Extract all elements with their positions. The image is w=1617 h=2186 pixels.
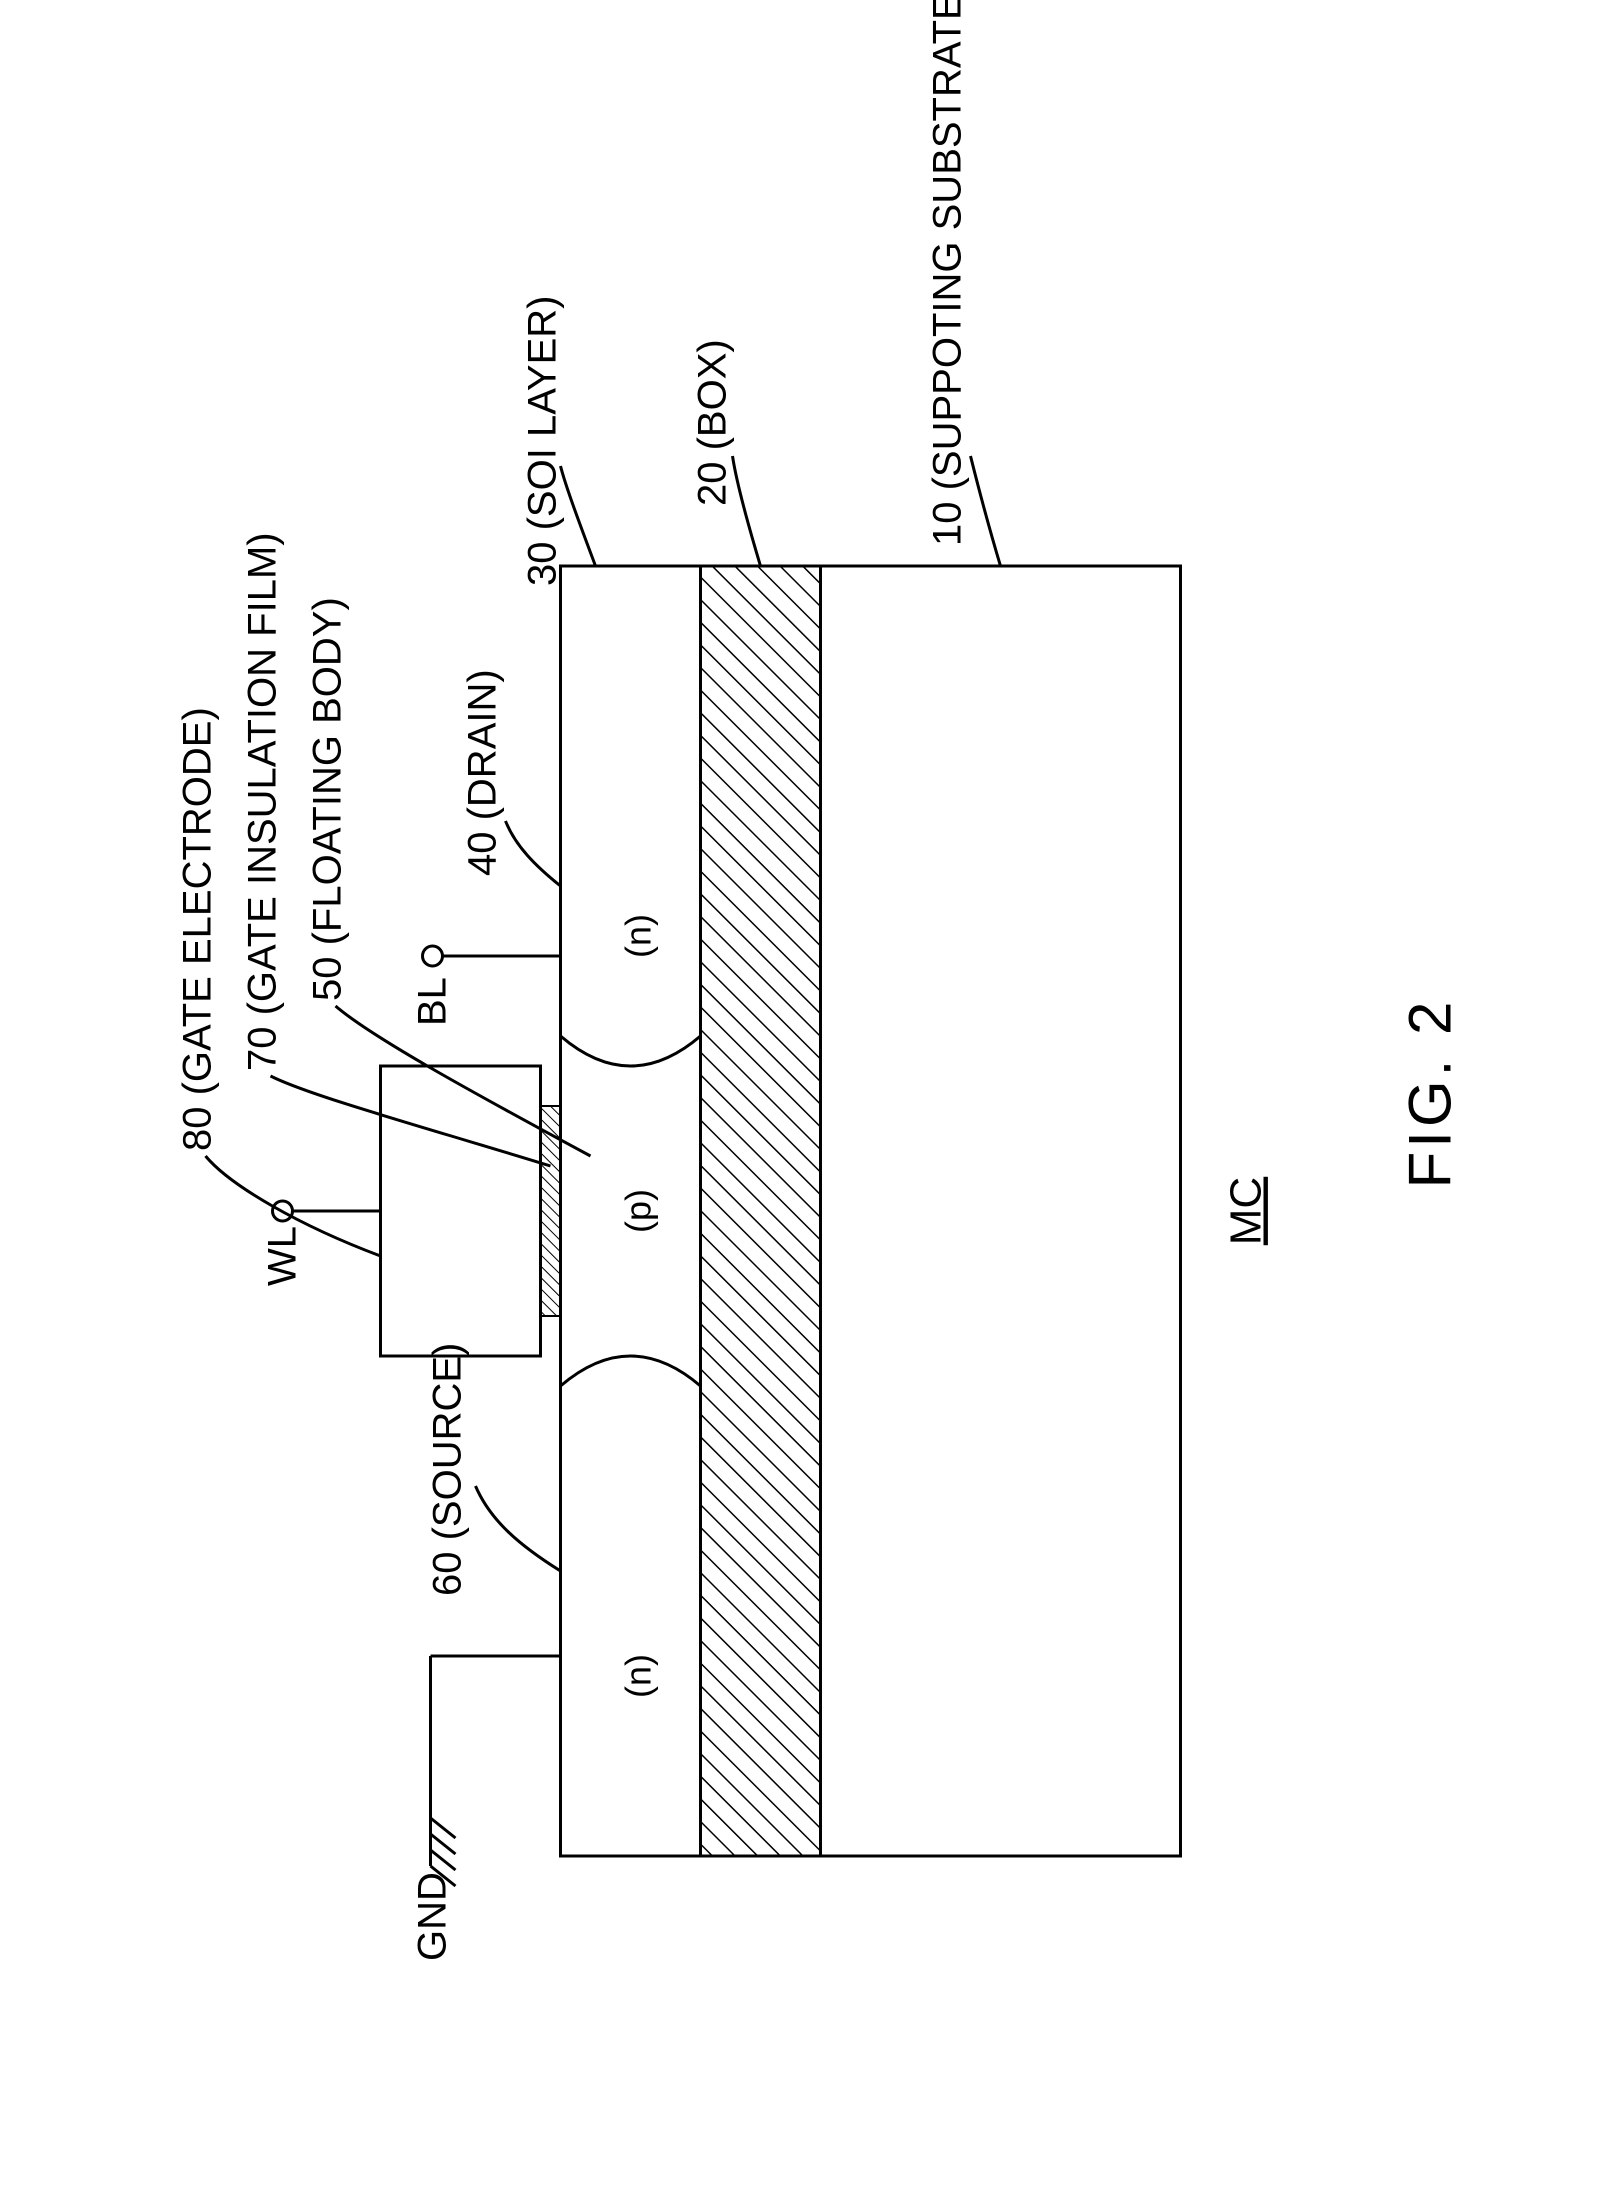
drain-type-label: (n) — [617, 914, 658, 958]
callout-80-text: 80 (GATE ELECTRODE) — [175, 707, 219, 1151]
source-type-label: (n) — [617, 1654, 658, 1698]
callout-50-text: 50 (FLOATING BODY) — [305, 597, 349, 1001]
callout-20-line — [732, 456, 760, 566]
callout-30-line — [560, 466, 595, 566]
callout-60-text: 60 (SOURCE) — [425, 1343, 469, 1596]
callout-10-line — [970, 456, 1000, 566]
body-type-label: (p) — [617, 1189, 658, 1233]
bl-label: BL — [410, 977, 454, 1026]
callout-70-text: 70 (GATE INSULATION FILM) — [240, 532, 284, 1071]
callout-30-text: 30 (SOI LAYER) — [520, 296, 564, 586]
wl-label: WL — [260, 1226, 304, 1286]
callout-60-line — [475, 1486, 560, 1571]
substrate-region — [820, 566, 1180, 1856]
callout-10-text: 10 (SUPPOTING SUBSTRATE) — [925, 0, 969, 546]
callout-40-text: 40 (DRAIN) — [460, 669, 504, 876]
gate-electrode — [380, 1066, 540, 1356]
transistor-cross-section-diagram: GND WL BL (n) (p) (n) 80 (GATE ELECTRODE… — [0, 0, 1617, 2186]
callout-20-text: 20 (BOX) — [690, 339, 734, 506]
bl-terminal — [422, 946, 560, 966]
gnd-terminal — [430, 1656, 560, 1886]
figure-caption: FIG. 2 — [1396, 998, 1463, 1189]
gnd-label: GND — [410, 1872, 454, 1961]
device-label: MC — [1221, 1177, 1270, 1245]
wl-terminal — [272, 1201, 380, 1221]
box-layer — [700, 566, 820, 1856]
callout-40-line — [505, 821, 560, 886]
